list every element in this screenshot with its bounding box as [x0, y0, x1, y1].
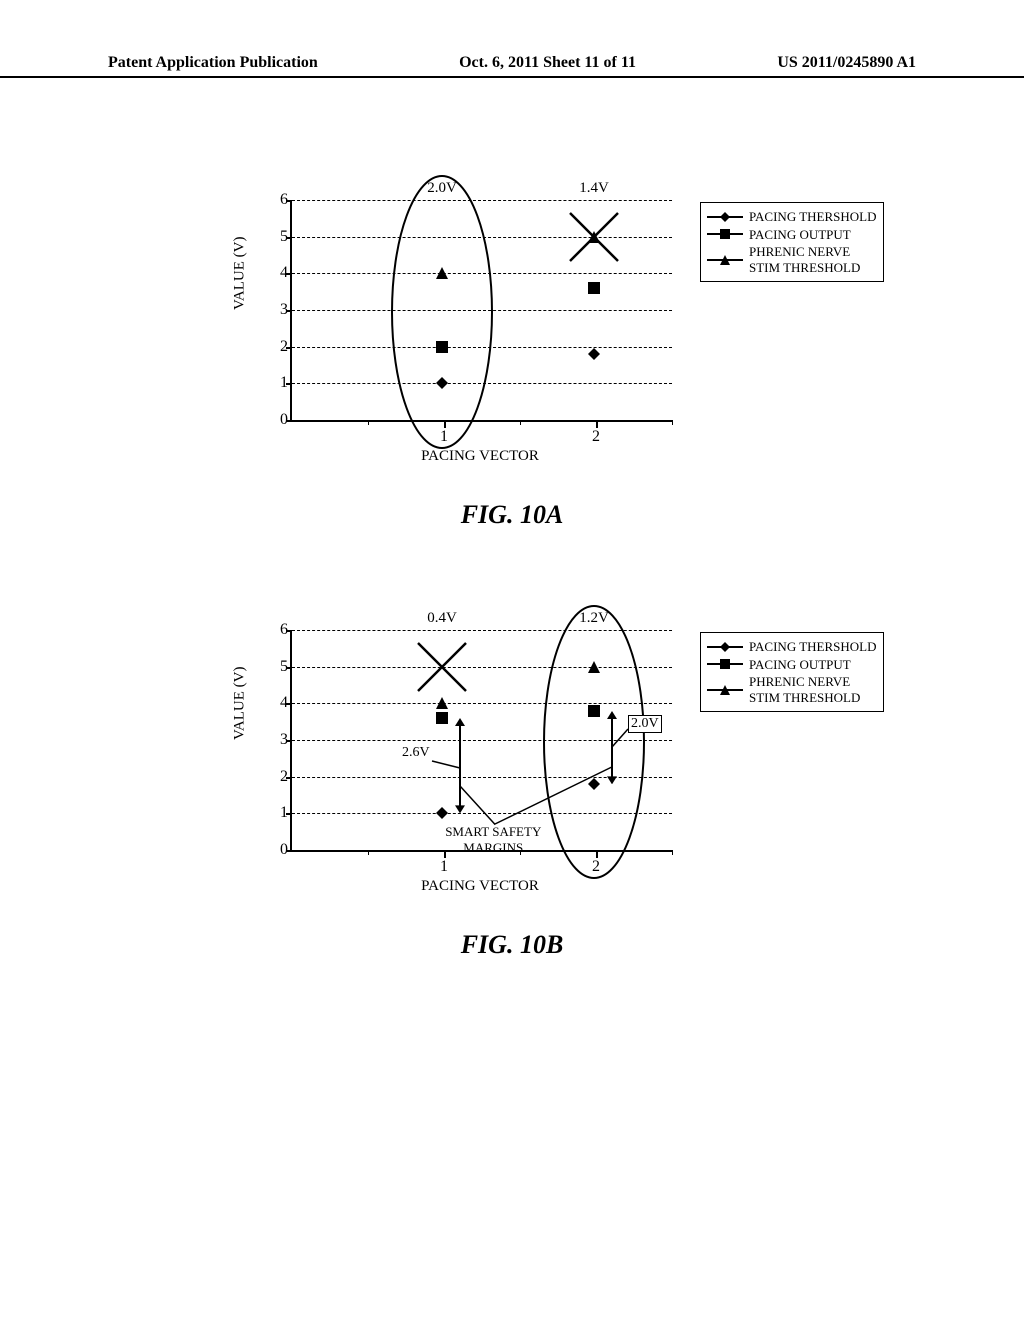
chart-a: 012345612 VALUE (V) PACING VECTOR PACING…	[220, 190, 940, 450]
gridline	[292, 383, 672, 384]
ylabel-a: VALUE (V)	[232, 237, 249, 310]
legend-label: PACING THERSHOLD	[749, 209, 877, 225]
ytick-mark	[286, 667, 292, 669]
ytick-mark	[286, 347, 292, 349]
xtick-major	[444, 420, 446, 428]
legend-label: PHRENIC NERVE STIM THRESHOLD	[749, 674, 860, 705]
ytick-mark	[286, 813, 292, 815]
header-left: Patent Application Publication	[108, 54, 318, 70]
ytick-mark	[286, 420, 292, 422]
xlabel-a: PACING VECTOR	[290, 448, 670, 505]
legend-row: PACING OUTPUT	[707, 657, 877, 673]
xtick-label: 2	[592, 858, 600, 876]
gridline	[292, 740, 672, 741]
ytick-mark	[286, 273, 292, 275]
ytick-mark	[286, 310, 292, 312]
legend-label: PACING THERSHOLD	[749, 639, 877, 655]
chart-top-value-label: 2.0V	[427, 180, 457, 197]
xtick-minor	[520, 850, 521, 855]
page: Patent Application Publication Oct. 6, 2…	[0, 0, 1024, 1320]
chart-top-value-label: 1.4V	[579, 180, 609, 197]
legend-marker-triangle	[707, 253, 743, 267]
header-center: Oct. 6, 2011 Sheet 11 of 11	[459, 54, 636, 70]
ytick-mark	[286, 200, 292, 202]
legend-row: PHRENIC NERVE STIM THRESHOLD	[707, 244, 877, 275]
ytick-mark	[286, 703, 292, 705]
ytick-mark	[286, 237, 292, 239]
caption-10a: FIG. 10A	[0, 500, 1024, 530]
legend-row: PACING THERSHOLD	[707, 639, 877, 655]
xtick-label: 2	[592, 428, 600, 446]
legend-marker-diamond	[707, 640, 743, 654]
ytick-mark	[286, 383, 292, 385]
xtick-minor	[672, 850, 673, 855]
chart-top-value-label: 0.4V	[427, 610, 457, 627]
page-header: Patent Application Publication Oct. 6, 2…	[0, 54, 1024, 78]
legend-b: PACING THERSHOLD PACING OUTPUTPHRENIC NER…	[700, 632, 884, 712]
ylabel-b: VALUE (V)	[232, 667, 249, 740]
xtick-major	[444, 850, 446, 858]
legend-a: PACING THERSHOLD PACING OUTPUTPHRENIC NER…	[700, 202, 884, 282]
header-right: US 2011/0245890 A1	[777, 54, 916, 70]
legend-row: PACING OUTPUT	[707, 227, 877, 243]
legend-marker-square	[707, 657, 743, 671]
legend-marker-square	[707, 227, 743, 241]
ytick-mark	[286, 777, 292, 779]
ytick-mark	[286, 630, 292, 632]
gridline	[292, 630, 672, 631]
xtick-label: 1	[440, 858, 448, 876]
plot-area-a: 012345612	[290, 200, 672, 422]
xtick-major	[596, 850, 598, 858]
plot-area-b: 012345612	[290, 630, 672, 852]
legend-row: PACING THERSHOLD	[707, 209, 877, 225]
gridline	[292, 273, 672, 274]
legend-marker-triangle	[707, 683, 743, 697]
legend-label: PACING OUTPUT	[749, 657, 851, 673]
ytick-mark	[286, 740, 292, 742]
xtick-minor	[672, 420, 673, 425]
gridline	[292, 813, 672, 814]
caption-10b: FIG. 10B	[0, 930, 1024, 960]
gridline	[292, 237, 672, 238]
ytick-mark	[286, 850, 292, 852]
legend-row: PHRENIC NERVE STIM THRESHOLD	[707, 674, 877, 705]
gridline	[292, 310, 672, 311]
xlabel-b: PACING VECTOR	[290, 878, 670, 935]
legend-marker-diamond	[707, 210, 743, 224]
gridline	[292, 703, 672, 704]
gridline	[292, 777, 672, 778]
gridline	[292, 667, 672, 668]
xtick-minor	[520, 420, 521, 425]
chart-b: 012345612 VALUE (V) PACING VECTOR PACING…	[220, 620, 940, 880]
gridline	[292, 200, 672, 201]
legend-label: PHRENIC NERVE STIM THRESHOLD	[749, 244, 860, 275]
xtick-label: 1	[440, 428, 448, 446]
xtick-minor	[368, 850, 369, 855]
chart-top-value-label: 1.2V	[579, 610, 609, 627]
figure-10b: 012345612 VALUE (V) PACING VECTOR PACING…	[0, 620, 1024, 880]
figure-10a: 012345612 VALUE (V) PACING VECTOR PACING…	[0, 190, 1024, 450]
legend-label: PACING OUTPUT	[749, 227, 851, 243]
gridline	[292, 347, 672, 348]
xtick-minor	[368, 420, 369, 425]
xtick-major	[596, 420, 598, 428]
